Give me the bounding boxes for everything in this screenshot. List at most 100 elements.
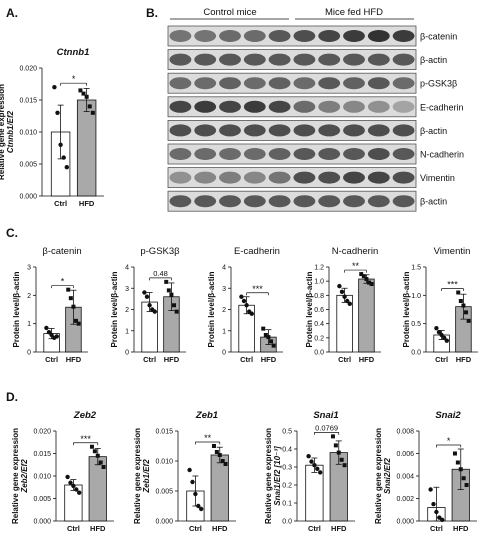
data-point-hfd: [66, 287, 71, 292]
blot-band: [367, 30, 390, 42]
blot-label: N-cadherin: [420, 150, 464, 160]
blot-band: [318, 100, 341, 113]
data-point-hfd: [174, 309, 179, 314]
blot-band: [169, 30, 192, 42]
blot-band: [392, 148, 415, 160]
blot-band: [243, 77, 266, 90]
y-tick-label: 0.3: [282, 465, 292, 472]
y-tick-label: 0.000: [19, 194, 37, 201]
blot-band: [392, 53, 415, 66]
x-category-label: HFD: [261, 355, 277, 364]
y-axis-label-2: Snai1/Ef2 [10⁻³]: [273, 446, 282, 506]
blot-label: β-actin: [420, 126, 447, 136]
y-tick-label: 2: [27, 293, 31, 300]
y-tick-label: 0: [27, 350, 31, 357]
chart-title: p-GSK3β: [140, 246, 180, 257]
x-category-label: HFD: [456, 355, 472, 364]
significance-label: *: [61, 277, 65, 287]
blot-label: β-catenin: [420, 32, 457, 42]
blot-band: [367, 171, 390, 184]
x-category-label: Ctrl: [54, 199, 67, 208]
blot-band: [392, 171, 415, 184]
y-tick-label: 0.020: [33, 429, 51, 436]
significance-label: ***: [252, 284, 263, 294]
y-tick-label: 0.4: [282, 447, 292, 454]
y-tick-label: 0.0: [282, 519, 292, 526]
blot-label: p-GSK3β: [420, 79, 457, 89]
blot-band: [343, 53, 365, 66]
y-tick-label: 1: [125, 328, 129, 335]
blot-band: [343, 195, 365, 208]
blot-band: [219, 100, 241, 113]
y-tick-label: 1: [27, 321, 31, 328]
significance-label: **: [204, 433, 212, 443]
data-point-ctrl: [152, 309, 157, 314]
y-tick-label: 1.0: [411, 293, 421, 300]
bar-hfd: [358, 278, 375, 353]
data-point-hfd: [455, 460, 460, 465]
blot-label: β-actin: [420, 197, 447, 207]
panel-letter-c: C.: [6, 226, 18, 240]
data-point-ctrl: [44, 325, 49, 331]
data-point-ctrl: [52, 85, 57, 90]
data-point-hfd: [336, 450, 341, 455]
blot-band: [169, 77, 192, 90]
blot-band: [268, 30, 291, 42]
data-point-hfd: [89, 444, 94, 449]
x-category-label: Ctrl: [240, 355, 253, 364]
data-point-ctrl: [74, 487, 79, 492]
y-axis-label: Relative gene expression: [0, 84, 6, 180]
data-point-ctrl: [428, 487, 433, 492]
chart-title: Snai1: [313, 410, 338, 421]
y-tick-label: 4: [222, 265, 226, 272]
x-category-label: HFD: [212, 524, 228, 533]
y-tick-label: 4: [125, 265, 129, 272]
data-point-ctrl: [309, 459, 314, 464]
data-point-ctrl: [46, 329, 52, 335]
y-tick-label: 1: [222, 328, 226, 335]
blot-band: [293, 53, 316, 66]
data-point-ctrl: [249, 311, 254, 316]
data-point-hfd: [359, 272, 364, 277]
blot-band: [392, 124, 415, 137]
x-category-label: Ctrl: [435, 355, 448, 364]
data-point-ctrl: [442, 335, 447, 341]
y-tick-label: 0.005: [19, 162, 37, 169]
data-point-ctrl: [144, 294, 150, 299]
blot-band: [268, 171, 291, 184]
y-tick-label: 0.005: [33, 496, 51, 503]
data-point-hfd: [464, 483, 469, 487]
blot-band: [268, 148, 291, 160]
blot-band: [367, 148, 390, 160]
y-tick-label: 0.020: [19, 66, 37, 73]
data-point-ctrl: [434, 509, 439, 515]
y-tick-label: 0.6: [314, 307, 324, 314]
blot-band: [293, 148, 316, 160]
chart-title: β-catenin: [42, 246, 81, 257]
blot-label: Vimentin: [420, 173, 455, 183]
panel-letter-d: D.: [6, 390, 18, 404]
data-point-hfd: [166, 288, 171, 293]
y-tick-label: 0.002: [396, 496, 414, 503]
y-tick-label: 0.008: [396, 429, 414, 436]
data-point-hfd: [164, 279, 169, 284]
blot-band: [169, 195, 192, 208]
y-axis-label: Protein level/β-actin: [402, 271, 411, 347]
blot-band: [243, 124, 266, 137]
y-tick-label: 3: [125, 286, 129, 293]
data-point-hfd: [78, 88, 83, 93]
data-point-hfd: [464, 310, 469, 315]
x-category-label: Ctrl: [67, 524, 80, 533]
blot-band: [318, 171, 341, 184]
y-axis-label: Relative gene expression: [264, 428, 273, 524]
chart-title: Zeb2: [73, 410, 97, 421]
blot-band: [268, 77, 291, 90]
y-tick-label: 3: [27, 265, 31, 272]
data-point-hfd: [220, 459, 225, 463]
significance-label: ***: [447, 280, 458, 290]
data-point-hfd: [269, 339, 274, 344]
chart-title: N-cadherin: [332, 246, 378, 257]
data-point-hfd: [95, 453, 100, 458]
x-category-label: HFD: [90, 524, 106, 533]
x-category-label: HFD: [79, 199, 95, 208]
